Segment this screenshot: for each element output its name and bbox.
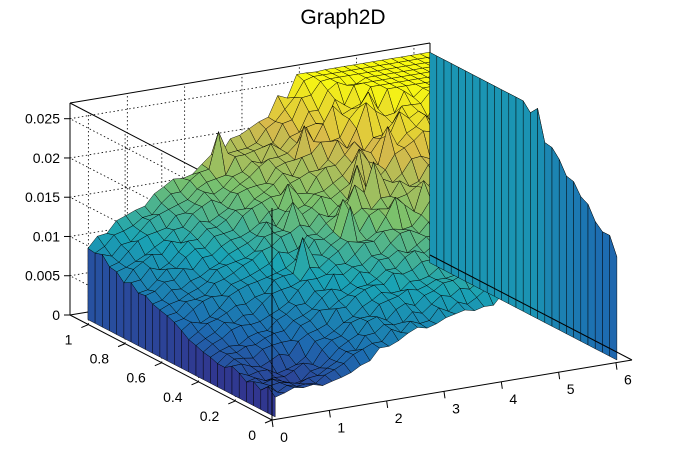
surface-cell	[217, 363, 226, 391]
y-axis-tick	[191, 381, 199, 386]
surface-cell	[472, 74, 481, 290]
x-tick-label: 5	[567, 381, 575, 397]
surface-cell	[609, 235, 618, 361]
z-tick-label: 0.015	[25, 189, 60, 205]
front-box	[271, 208, 633, 420]
x-tick-label: 2	[395, 410, 403, 426]
y-axis-tick	[264, 419, 273, 424]
surface-cell	[123, 282, 132, 343]
surface-cell	[587, 204, 596, 350]
surface-cell	[479, 78, 488, 293]
surface-cell	[443, 59, 452, 275]
box-edge	[69, 42, 431, 104]
surface-cell	[551, 147, 560, 331]
x-axis-tick	[558, 372, 561, 380]
surface-cell	[138, 292, 146, 350]
y-tick-label: 0.6	[126, 370, 146, 386]
surface-cell	[566, 175, 574, 338]
y-tick-label: 0.4	[163, 389, 183, 405]
y-axis-tick	[154, 362, 163, 367]
y-axis	[69, 314, 273, 421]
x-axis-tick	[615, 362, 618, 370]
surface-cell	[246, 381, 254, 406]
box-edge	[429, 254, 633, 361]
z-tick-label: 0.005	[25, 268, 60, 284]
surface-cell	[501, 89, 510, 305]
surface-cell	[116, 271, 125, 339]
surface-cell	[188, 339, 197, 377]
surface-cell	[573, 181, 582, 342]
surface-cell	[508, 93, 517, 308]
surface-cell	[558, 159, 567, 335]
y-axis-tick	[228, 400, 236, 405]
x-axis-tick	[443, 391, 446, 399]
surface-cell	[594, 221, 603, 353]
surface-cell	[87, 248, 96, 324]
y-tick-label: 1	[65, 332, 73, 348]
x-axis	[271, 359, 633, 421]
surface-cell	[94, 252, 103, 328]
x-tick-label: 4	[509, 391, 517, 407]
x-axis-tick	[328, 410, 331, 418]
surface-cell	[537, 108, 546, 323]
surface-cell	[109, 266, 117, 335]
surface-cell	[450, 63, 459, 278]
surface-cell	[429, 51, 438, 267]
surface-cell	[522, 100, 531, 316]
y-tick-label: 0.2	[200, 408, 220, 424]
z-tick-label: 0.025	[25, 111, 60, 127]
surface-cell	[159, 309, 168, 362]
x-tick-label: 6	[624, 372, 632, 388]
surface-mesh	[87, 51, 618, 418]
y-axis-tick	[117, 343, 126, 348]
surface-cell	[202, 351, 211, 384]
x-tick-label: 3	[452, 400, 460, 416]
z-tick-label: 0	[52, 307, 60, 323]
x-axis-tick	[271, 419, 274, 428]
surface-cell	[465, 70, 474, 286]
surface-cell	[130, 282, 139, 347]
surface-cell	[486, 81, 495, 297]
surface-cell	[580, 196, 589, 346]
surface-cell	[602, 231, 610, 357]
surface-cell	[515, 96, 524, 312]
surface-cell	[530, 108, 538, 320]
surface-cell	[166, 315, 175, 365]
x-tick-label: 0	[280, 429, 288, 445]
z-tick-label: 0.01	[33, 228, 60, 244]
surface-cell	[436, 55, 445, 271]
chart-title: Graph2D	[300, 6, 385, 29]
axes	[64, 103, 633, 428]
surface-cell	[494, 85, 502, 301]
surface-cell	[145, 295, 153, 354]
surface-cell	[224, 365, 233, 395]
y-tick-label: 0.8	[90, 351, 110, 367]
surface-cell	[152, 303, 161, 358]
x-axis-tick	[500, 381, 503, 389]
y-tick-label: 0	[248, 427, 256, 443]
surface-cell	[458, 66, 466, 282]
surface-cell	[544, 142, 553, 327]
z-tick-label: 0.02	[33, 150, 60, 166]
surface-cell	[102, 254, 110, 332]
tick-labels: 012345600.20.40.60.8100.0050.010.0150.02…	[25, 111, 632, 445]
x-axis-tick	[386, 400, 389, 408]
surface-cell	[260, 386, 269, 414]
y-axis-tick	[81, 324, 89, 329]
x-tick-label: 1	[337, 419, 345, 435]
